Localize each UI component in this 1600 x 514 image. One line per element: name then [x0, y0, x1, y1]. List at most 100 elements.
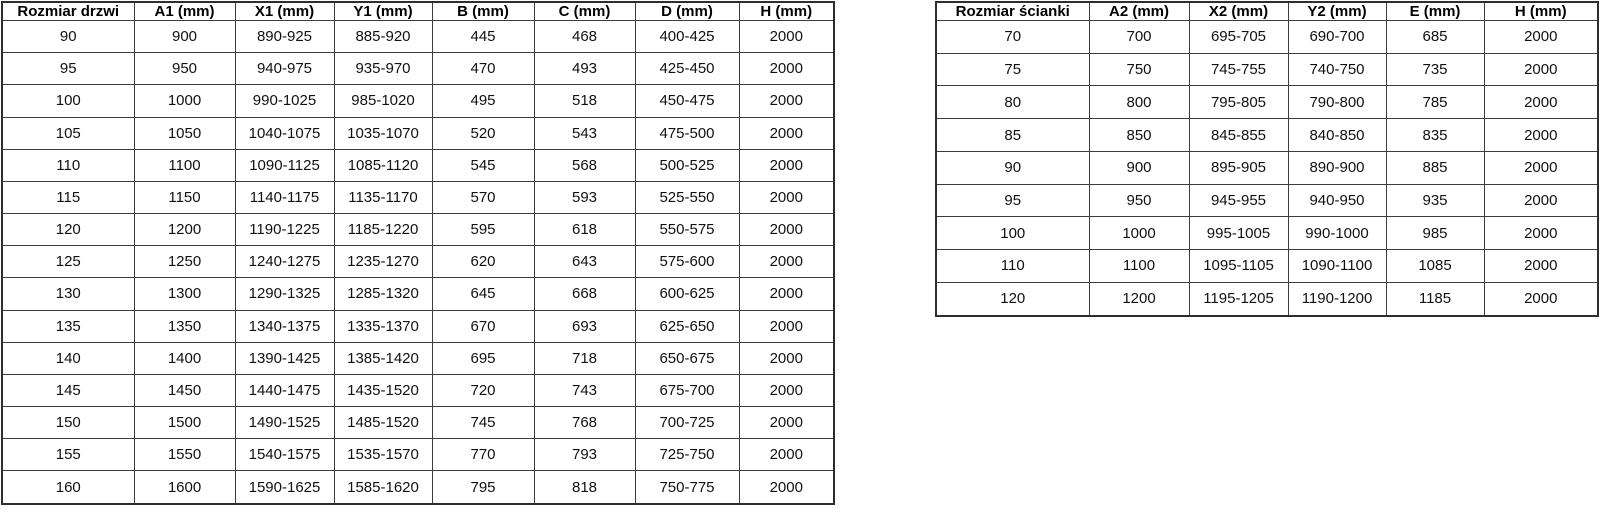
table-cell: 885 — [1385, 150, 1485, 185]
table-cell: 743 — [533, 373, 636, 408]
table-row: 70 700 695-705 690-700 685 2000 — [935, 20, 1599, 54]
table-row: 90 900 890-925 885-920 445 468 400-425 2000 — [1, 19, 835, 54]
table-cell: 1390-1425 — [234, 341, 335, 375]
column-header: D (mm) — [634, 1, 740, 21]
column-header: X1 (mm) — [234, 1, 335, 21]
table-cell: 750 — [1088, 52, 1190, 87]
table-cell: 740-750 — [1287, 52, 1387, 87]
table-cell: 625-650 — [634, 309, 740, 343]
table-cell: 1090-1125 — [234, 148, 335, 182]
table-cell: 1185 — [1385, 281, 1485, 317]
table-cell: 790-800 — [1287, 85, 1387, 120]
table-cell: 1290-1325 — [234, 277, 335, 311]
table-cell: 475-500 — [634, 116, 740, 150]
table-cell: 2000 — [738, 438, 835, 472]
table-cell: 2000 — [1483, 249, 1599, 283]
table-cell: 668 — [533, 277, 636, 311]
wall-size-table: Rozmiar ścianki A2 (mm) X2 (mm) Y2 (mm) E (m… — [935, 1, 1599, 317]
table-cell: 1440-1475 — [234, 373, 335, 408]
table-cell: 900 — [133, 19, 236, 54]
table-cell: 1340-1375 — [234, 309, 335, 343]
table-row: 110 1100 1090-1125 1085-1120 545 568 500-525 20… — [1, 148, 835, 182]
table-cell: 575-600 — [634, 245, 740, 279]
table-cell: 940-950 — [1287, 183, 1387, 218]
table-cell: 2000 — [1483, 118, 1599, 152]
table-cell: 900 — [1088, 150, 1190, 185]
table-cell: 2000 — [738, 148, 835, 182]
table-row: 130 1300 1290-1325 1285-1320 645 668 600-625 20… — [1, 277, 835, 311]
table-cell: 90 — [935, 150, 1090, 185]
table-cell: 1095-1105 — [1188, 249, 1289, 283]
table-cell: 2000 — [738, 116, 835, 150]
table-cell: 695 — [431, 341, 535, 375]
table-cell: 2000 — [738, 213, 835, 247]
column-header: A2 (mm) — [1088, 1, 1190, 21]
table-cell: 1490-1525 — [234, 406, 335, 440]
table-cell: 995-1005 — [1188, 216, 1289, 251]
table-cell: 2000 — [738, 245, 835, 279]
table-cell: 550-575 — [634, 213, 740, 247]
table-row: 100 1000 995-1005 990-1000 985 2000 — [935, 216, 1599, 251]
table-cell: 545 — [431, 148, 535, 182]
table-cell: 985-1020 — [333, 84, 433, 118]
table-row: 100 1000 990-1025 985-1020 495 518 450-475 2000 — [1, 84, 835, 118]
table-cell: 1150 — [133, 180, 236, 215]
column-header: Rozmiar ścianki — [935, 1, 1090, 21]
table-cell: 445 — [431, 19, 535, 54]
header-row: Rozmiar ścianki A2 (mm) X2 (mm) Y2 (mm) E (m… — [935, 1, 1599, 21]
table-cell: 1235-1270 — [333, 245, 433, 279]
table-cell: 2000 — [738, 277, 835, 311]
table-cell: 690-700 — [1287, 20, 1387, 54]
table-cell: 1085 — [1385, 249, 1485, 283]
table-cell: 818 — [533, 470, 636, 505]
table-cell: 650-675 — [634, 341, 740, 375]
table-cell: 80 — [935, 85, 1090, 120]
table-cell: 1500 — [133, 406, 236, 440]
table-cell: 2000 — [1483, 52, 1599, 87]
table-cell: 770 — [431, 438, 535, 472]
table-row: 160 1600 1590-1625 1585-1620 795 818 750-775 20… — [1, 470, 835, 505]
table-cell: 700-725 — [634, 406, 740, 440]
table-cell: 890-925 — [234, 19, 335, 54]
table-cell: 1000 — [1088, 216, 1190, 251]
column-header: H (mm) — [1483, 1, 1599, 21]
table-cell: 735 — [1385, 52, 1485, 87]
table-cell: 595 — [431, 213, 535, 247]
table-cell: 850 — [1088, 118, 1190, 152]
table-cell: 568 — [533, 148, 636, 182]
table-cell: 495 — [431, 84, 535, 118]
table-cell: 2000 — [1483, 150, 1599, 185]
table-cell: 110 — [935, 249, 1090, 283]
table-cell: 1140-1175 — [234, 180, 335, 215]
table-cell: 95 — [935, 183, 1090, 218]
table-cell: 543 — [533, 116, 636, 150]
table-cell: 845-855 — [1188, 118, 1289, 152]
table-cell: 130 — [1, 277, 135, 311]
table-cell: 643 — [533, 245, 636, 279]
table-cell: 100 — [1, 84, 135, 118]
table-cell: 120 — [1, 213, 135, 247]
table-cell: 145 — [1, 373, 135, 408]
table-cell: 1190-1200 — [1287, 281, 1387, 317]
table-cell: 890-900 — [1287, 150, 1387, 185]
table-row: 80 800 795-805 790-800 785 2000 — [935, 85, 1599, 120]
column-header: Y2 (mm) — [1287, 1, 1387, 21]
table-cell: 110 — [1, 148, 135, 182]
table-cell: 2000 — [738, 84, 835, 118]
table-cell: 520 — [431, 116, 535, 150]
table-row: 140 1400 1390-1425 1385-1420 695 718 650-675 20… — [1, 341, 835, 375]
table-row: 115 1150 1140-1175 1135-1170 570 593 525-550 20… — [1, 180, 835, 215]
table-row: 75 750 745-755 740-750 735 2000 — [935, 52, 1599, 87]
door-size-table: Rozmiar drzwi A1 (mm) X1 (mm) Y1 (mm) B (mm)… — [1, 1, 835, 505]
table-cell: 500-525 — [634, 148, 740, 182]
table-cell: 785 — [1385, 85, 1485, 120]
table-row: 150 1500 1490-1525 1485-1520 745 768 700-725 20… — [1, 406, 835, 440]
table-cell: 570 — [431, 180, 535, 215]
table-cell: 518 — [533, 84, 636, 118]
table-cell: 685 — [1385, 20, 1485, 54]
table-cell: 1085-1120 — [333, 148, 433, 182]
table-cell: 400-425 — [634, 19, 740, 54]
column-header: E (mm) — [1385, 1, 1485, 21]
header-row: Rozmiar drzwi A1 (mm) X1 (mm) Y1 (mm) B (mm)… — [1, 1, 835, 21]
